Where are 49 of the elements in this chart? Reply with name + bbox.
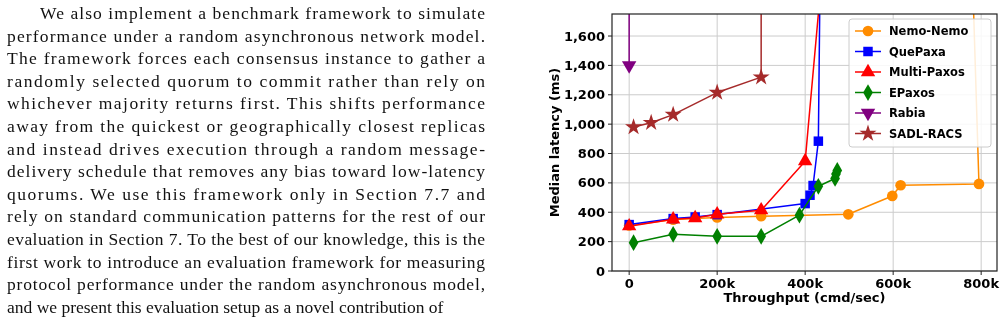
text: first work to introduce an evaluation framework for measuring: [7, 251, 486, 272]
point: [708, 83, 726, 100]
x-tick-label: 600k: [875, 276, 912, 291]
text: We also implement a benchmark framework to simulate: [40, 3, 486, 23]
point: [973, 178, 985, 190]
point: [642, 113, 660, 130]
y-tick-label: 800: [577, 146, 605, 162]
y-tick-label: 0: [595, 263, 605, 279]
y-tick-label: 1,200: [563, 87, 605, 103]
y-tick-label: 200: [577, 234, 605, 250]
point: [709, 205, 725, 219]
text: rely on standard communication patterns for the rest of our: [7, 206, 486, 227]
point: [813, 136, 824, 146]
x-tick-label: 800k: [963, 276, 1000, 291]
y-tick-label: 400: [577, 204, 605, 220]
legend-label: SADL-RACS: [889, 126, 963, 141]
point: [752, 68, 770, 85]
y-axis-title: Median latency (ms): [547, 67, 562, 218]
point: [625, 118, 643, 135]
x-tick-label: 400k: [787, 276, 824, 291]
text: away from the quickest or geographically closest replicas: [7, 116, 486, 136]
text: performance under a random asynchronous network model.: [7, 25, 485, 46]
text: quorums. We use this framework only in Section 7.7 and: [7, 183, 486, 204]
legend-label: Nemo-Nemo: [889, 24, 969, 38]
text: delivery schedule that removes any bias toward low-latency: [7, 161, 486, 182]
point: [664, 105, 682, 122]
y-tick-label: 1,000: [563, 116, 605, 132]
y-tick-label: 1,400: [563, 57, 605, 73]
legend-label: EPaxos: [889, 85, 936, 100]
point: [842, 208, 854, 220]
text: whichever majority returns first. This shifts performance: [7, 93, 486, 114]
y-tick-label: 1,600: [563, 28, 605, 44]
y-tick-label: 600: [577, 175, 605, 191]
legend-label: Multi-Paxos: [889, 65, 965, 79]
point: [753, 201, 769, 215]
point: [895, 179, 906, 191]
x-axis-title: Throughput (cmd/sec): [723, 290, 886, 305]
legend-label: Rabia: [889, 106, 926, 120]
legend-label: QuePaxa: [889, 44, 946, 59]
x-tick-label: 0: [624, 276, 634, 291]
text: and instead drives execution through a random message-: [7, 138, 486, 159]
text: randomly selected quorum to commit rather than rely on: [7, 70, 486, 91]
point: [886, 190, 898, 202]
text: evaluation in Section 7. To the best of our knowledge, this is the: [7, 229, 486, 249]
x-tick-label: 200k: [699, 276, 736, 291]
point: [797, 152, 813, 166]
text: protocol performance under the random asynchronous model,: [7, 274, 485, 295]
text: and we present this evaluation setup as a novel contribution of: [7, 296, 444, 317]
text: The framework forces each consensus instance to gather a: [7, 48, 486, 69]
